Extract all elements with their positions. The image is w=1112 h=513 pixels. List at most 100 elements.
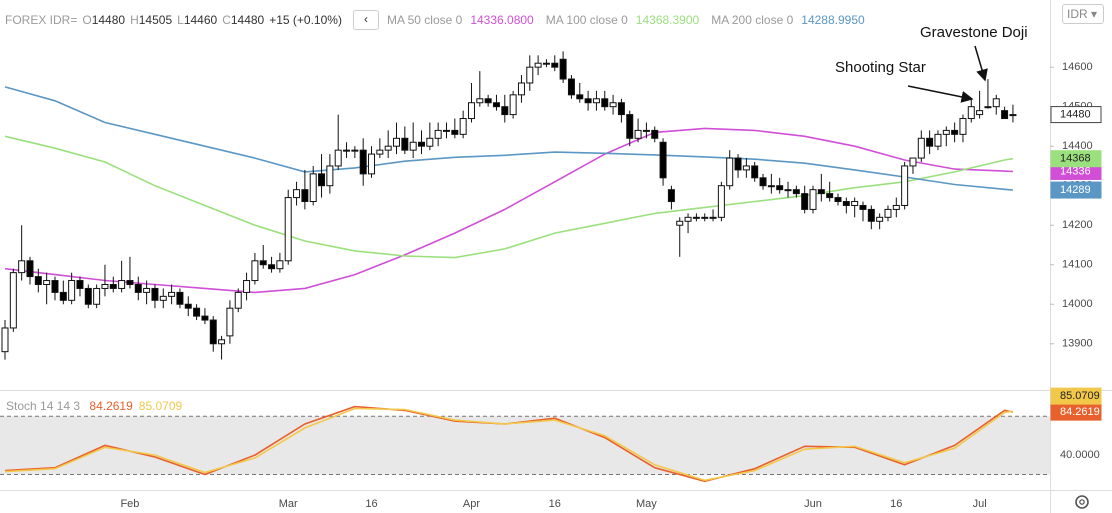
candle-body (551, 62, 559, 68)
candle-body (842, 201, 850, 206)
settings-icon[interactable] (1075, 495, 1089, 509)
candle-body (759, 177, 767, 187)
candle-body (259, 260, 267, 266)
candle-body (126, 280, 134, 285)
candle-body (801, 193, 809, 210)
candle-body (734, 157, 742, 171)
x-tick-label: Mar (279, 498, 298, 510)
candle-body (9, 272, 17, 329)
currency[interactable]: IDR (1067, 7, 1088, 21)
candle-body (393, 137, 401, 147)
candle-body (451, 129, 459, 135)
candle-body (193, 307, 201, 317)
candle-body (926, 137, 934, 147)
candle-body (176, 291, 184, 305)
ma-value: 14288.9950 (801, 13, 865, 27)
candle-body (651, 129, 659, 139)
candle-body (501, 106, 509, 116)
x-tick-label: Feb (120, 498, 139, 510)
candle-body (784, 189, 792, 192)
candle-body (284, 197, 292, 262)
candle-body (434, 129, 442, 139)
ma-tag-bg (1050, 181, 1102, 199)
candle-body (817, 189, 825, 195)
candle-body (626, 114, 634, 139)
candle-body (851, 201, 859, 206)
candle-body (243, 280, 251, 293)
collapse-button[interactable]: ‹ (352, 10, 379, 30)
candle-body (976, 110, 984, 116)
candle-body (309, 173, 317, 203)
ma-name: MA 100 close 0 (545, 13, 628, 27)
candle-body (1, 327, 9, 353)
ma-tag-bg (1050, 150, 1102, 168)
candle-body (859, 204, 867, 210)
candle-body (901, 165, 909, 206)
candle-body (792, 189, 800, 195)
x-tick-label: Jun (804, 498, 822, 510)
x-tick-label: Apr (463, 498, 480, 510)
stoch-tag: 84.2619 (1060, 406, 1100, 418)
candle-body (692, 216, 700, 219)
candle-body (109, 283, 117, 289)
stoch-name: Stoch 14 14 3 (6, 399, 81, 413)
ohlc-label: C (222, 13, 231, 27)
candle-body (634, 129, 642, 139)
ohlc-value: 14460 (183, 13, 218, 27)
candle-body (517, 82, 525, 96)
candle-body (951, 129, 959, 135)
change: +15 (+0.10%) (269, 13, 342, 27)
candle-body (84, 287, 92, 305)
candle-body (59, 291, 67, 301)
candle-body (534, 62, 542, 68)
candle-body (51, 280, 59, 293)
candle-body (676, 220, 684, 226)
candle-body (876, 216, 884, 222)
x-tick-label: 16 (549, 498, 561, 510)
stoch-band (0, 416, 1050, 475)
candle-body (542, 62, 550, 65)
stoch-tag-bg (1050, 387, 1102, 405)
candle-body (1009, 114, 1017, 117)
candle-body (426, 137, 434, 147)
candle-body (967, 106, 975, 120)
candle-body (26, 260, 34, 278)
candle-body (68, 280, 76, 301)
candle-body (459, 118, 467, 135)
candle-body (168, 291, 176, 297)
ohlc-label: O (82, 13, 92, 27)
last-price-tag: 14480 (1060, 108, 1091, 120)
ma-name: MA 50 close 0 (386, 13, 463, 27)
candle-body (701, 216, 709, 219)
candle-body (742, 165, 750, 171)
candle-body (609, 102, 617, 108)
candle-body (667, 189, 675, 203)
candle-body (709, 216, 717, 219)
symbol: FOREX IDR= (5, 13, 78, 27)
gear[interactable] (1075, 495, 1089, 509)
candle-body (684, 216, 692, 222)
candle-body (343, 149, 351, 152)
ma-line (4, 135, 1014, 259)
currency-dropdown[interactable]: IDR ▾ (1062, 4, 1104, 24)
candle-body (318, 173, 326, 187)
candle-body (218, 339, 226, 345)
candle-body (76, 280, 84, 289)
candle-body (276, 260, 284, 270)
candle-body (401, 137, 409, 151)
stoch-line (4, 407, 1014, 482)
candle-body (101, 283, 109, 289)
candle-body (642, 129, 650, 132)
annotation: Shooting Star (835, 59, 926, 76)
x-tick-label: 16 (890, 498, 902, 510)
ma-line (4, 127, 1013, 294)
candle-body (584, 98, 592, 104)
candle-body (251, 260, 259, 282)
ma-name: MA 200 close 0 (711, 13, 794, 27)
stoch-value: 84.2619 (89, 399, 133, 413)
gear-hole[interactable] (1079, 499, 1085, 505)
candle-body (776, 185, 784, 191)
candle-body (418, 141, 425, 147)
candle-body (442, 129, 450, 132)
candle-body (226, 307, 234, 337)
